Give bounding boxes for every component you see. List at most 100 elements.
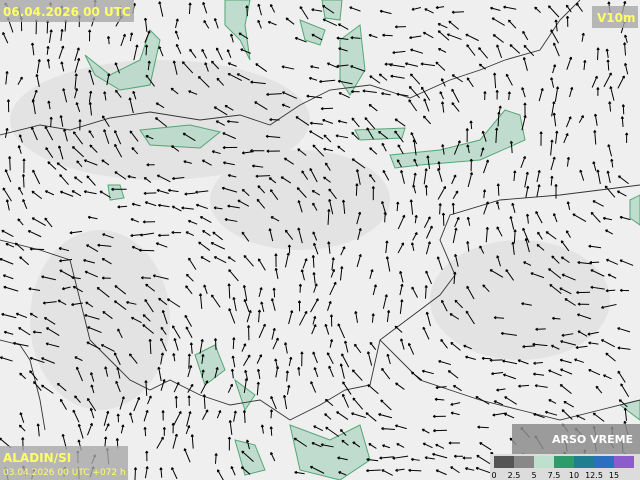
wind-arrow [368,103,378,112]
wind-arrow [447,370,459,379]
wind-arrow [446,33,462,40]
wind-arrow [295,116,310,126]
wind-arrow [181,206,194,210]
wind-arrow [545,231,557,240]
wind-arrow [422,31,434,39]
wind-arrow [535,327,546,331]
wind-arrow [603,72,612,88]
wind-arrow [561,333,574,337]
wind-arrow [167,188,179,193]
wind-arrow [496,44,503,59]
wind-arrow [241,188,250,197]
wind-arrow [133,467,138,480]
wind-arrow [329,314,334,327]
wind-arrow [114,143,123,158]
wind-arrow [130,233,142,238]
wind-arrow [451,174,457,185]
wind-arrow [503,5,517,10]
wind-arrow [222,132,236,140]
wind-arrow [157,203,170,208]
wind-arrow [620,116,625,127]
wind-arrow [463,344,472,350]
wind-arrow [394,130,404,143]
wind-arrow [242,284,248,301]
wind-arrow [538,87,544,102]
wind-arrow [424,184,428,196]
wind-arrow [386,310,391,322]
wind-arrow [483,91,487,101]
wind-arrow [173,337,179,351]
wind-arrow [228,419,233,435]
wind-arrow [260,424,264,434]
wind-arrow [175,43,182,54]
wind-arrow [323,176,331,183]
wind-arrow [581,32,585,42]
wind-arrow [185,285,193,295]
wind-arrow [469,120,473,130]
wind-arrow [254,101,268,110]
wind-arrow [548,268,562,279]
wind-arrow [120,33,126,47]
wind-arrow [322,18,338,27]
wind-arrow [114,130,122,145]
wind-arrow [243,254,254,267]
wind-arrow [162,426,166,436]
wind-arrow [111,187,127,191]
wind-arrow [90,384,95,394]
wind-arrow [355,169,361,185]
wind-arrow [341,199,346,214]
wind-arrow [197,75,210,88]
wind-arrow [256,198,266,209]
wind-arrow [392,455,409,460]
wind-arrow [593,113,598,126]
wind-arrow [77,423,84,439]
wind-arrow [578,115,584,123]
wind-arrow [397,242,405,254]
wind-arrow [270,298,276,311]
wind-arrow [381,469,393,476]
wind-arrow [72,285,83,293]
wind-arrow [589,260,600,265]
wind-arrow [436,256,443,271]
wind-arrow [452,190,459,199]
wind-arrow [312,144,325,157]
wind-arrow [351,369,363,381]
wind-arrow [260,301,265,312]
wind-arrow [400,338,405,350]
wind-arrow [596,47,600,60]
wind-arrow [490,6,501,11]
wind-arrow [397,144,404,155]
run-info: 03.04.2026 00 UTC +072 h [3,468,126,478]
wind-arrow [441,299,448,312]
wind-arrow [114,171,127,180]
wind-arrow [213,256,227,264]
wind-arrow [59,269,73,278]
wind-arrow [465,33,479,42]
wind-arrow [399,283,404,296]
wind-arrow [523,44,535,57]
wind-arrow [550,344,560,350]
wind-arrow [130,218,140,223]
wind-arrow [354,343,362,354]
wind-arrow [229,33,234,43]
wind-arrow [607,273,617,279]
wind-arrow [411,371,423,381]
wind-arrow [493,400,504,406]
wind-arrow [511,241,515,255]
wind-arrow [285,370,289,382]
wind-arrow [311,324,317,335]
wind-arrow [400,170,405,184]
wind-arrow [41,275,56,281]
wind-arrow [1,312,17,319]
wind-arrow [478,63,487,70]
wind-arrow [452,384,462,392]
wind-arrow [412,232,418,241]
wind-arrow [312,315,317,325]
wind-arrow [142,220,156,224]
wind-arrow [297,227,303,244]
wind-arrow [351,131,360,140]
wind-arrow [241,450,254,462]
wind-arrow [309,167,318,183]
wind-arrow [324,413,332,420]
wind-arrow [411,286,418,298]
